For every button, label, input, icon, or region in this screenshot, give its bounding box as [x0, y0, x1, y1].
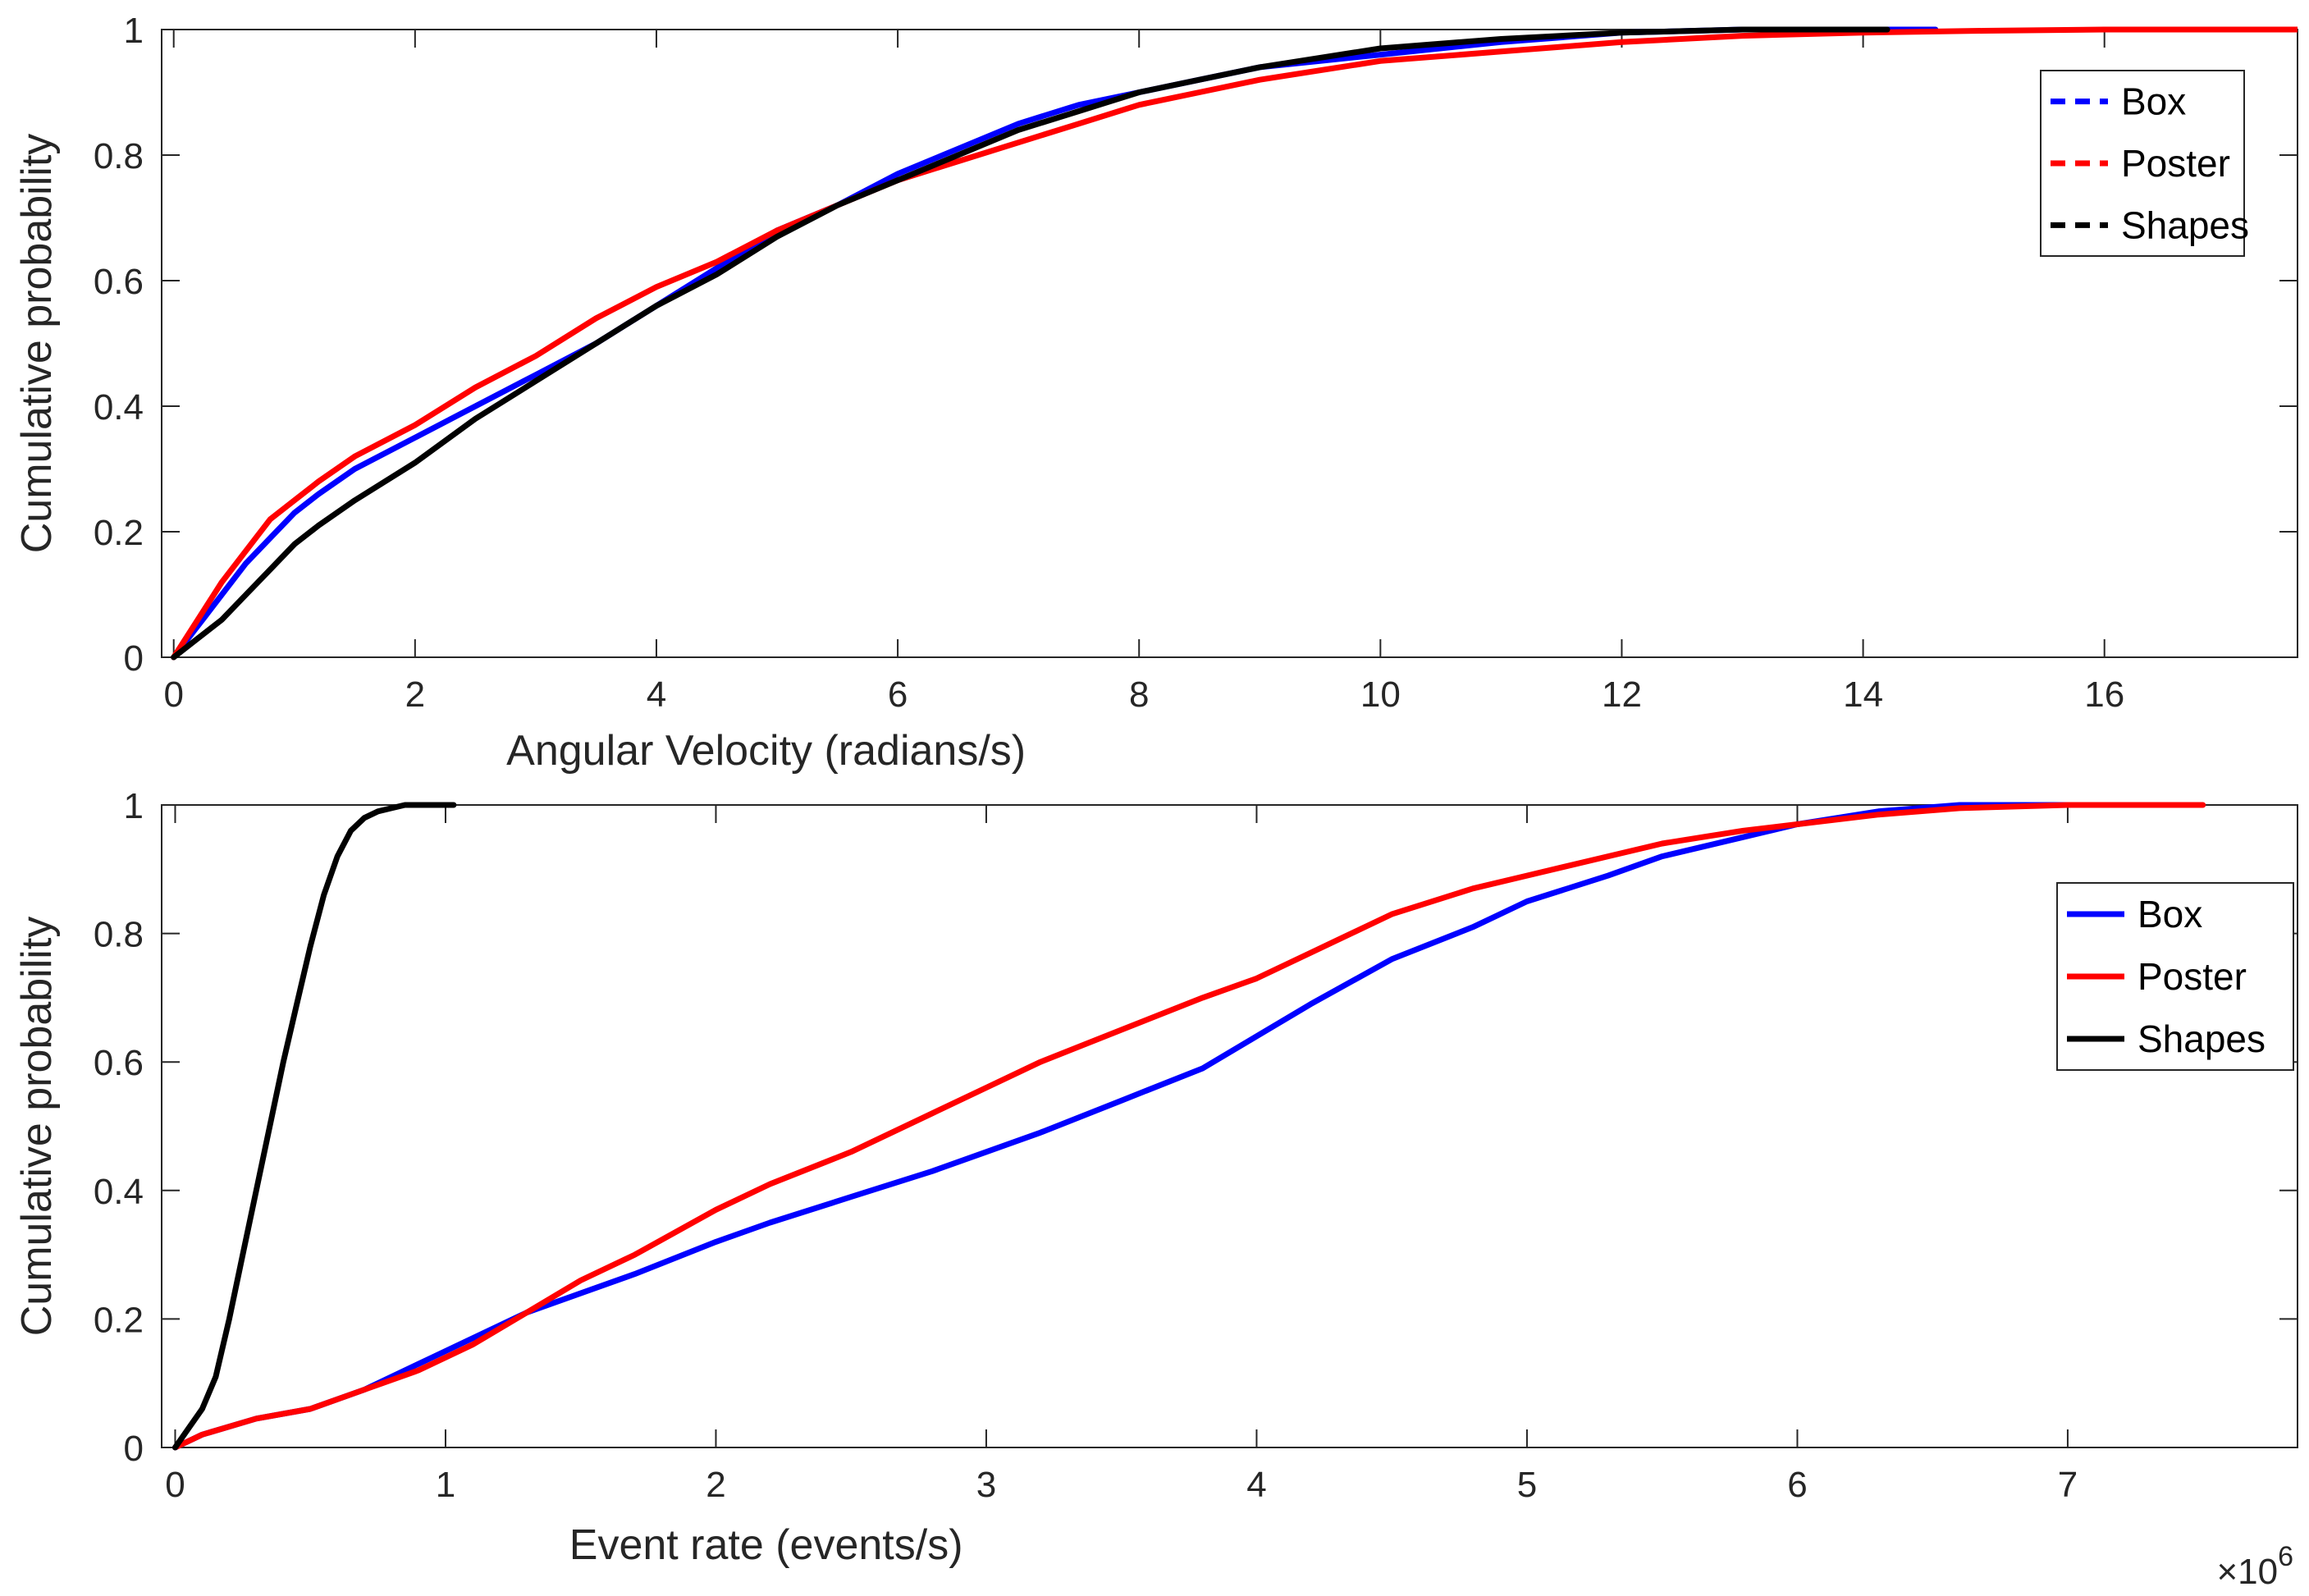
x-tick-label: 0 [163, 675, 183, 715]
x-tick-label: 10 [1360, 675, 1401, 715]
y-tick-label: 0.4 [94, 1172, 144, 1212]
legend-label-shapes: Shapes [2121, 204, 2249, 246]
y-axis-label: Cumulative probability [13, 917, 61, 1337]
y-tick-label: 0.2 [94, 513, 144, 553]
x-tick-label: 4 [1246, 1465, 1266, 1505]
x-axis-label: Angular Velocity (radians/s) [506, 727, 1026, 775]
plot-area-frame [161, 29, 2298, 658]
x-tick-label: 4 [647, 675, 666, 715]
x-axis-exponent-power: 6 [2278, 1541, 2293, 1572]
legend-box [2040, 70, 2245, 257]
y-tick-label: 0.8 [94, 915, 144, 955]
x-tick-label: 6 [888, 675, 908, 715]
series-line-poster [172, 802, 2206, 1451]
y-tick-label: 0 [124, 638, 144, 679]
y-axis-label: Cumulative probability [13, 134, 61, 554]
x-tick-label: 8 [1129, 675, 1149, 715]
legend-label-box: Box [2138, 893, 2202, 935]
x-axis-exponent-base: ×10 [2216, 1552, 2278, 1592]
y-tick-label: 0.2 [94, 1300, 144, 1340]
legend-label-poster: Poster [2121, 142, 2230, 185]
x-tick-label: 12 [1602, 675, 1642, 715]
x-tick-label: 2 [706, 1465, 725, 1505]
series-line-shapes [171, 26, 1891, 661]
y-tick-label: 0.6 [94, 1043, 144, 1083]
x-tick-label: 1 [436, 1465, 455, 1505]
x-tick-label: 6 [1787, 1465, 1807, 1505]
legend: Box Poster Shapes [2040, 70, 2249, 257]
y-tick-label: 1 [124, 786, 144, 826]
y-tick-label: 0.4 [94, 387, 144, 428]
y-tick-label: 0.8 [94, 136, 144, 176]
plot-area-frame [161, 804, 2298, 1448]
y-tick-label: 0 [124, 1429, 144, 1469]
legend: Box Poster Shapes [2056, 882, 2294, 1071]
x-axis-exponent: ×106 [2216, 1541, 2293, 1592]
series-line-box [172, 802, 2071, 1451]
x-tick-label: 14 [1843, 675, 1883, 715]
x-tick-label: 2 [405, 675, 425, 715]
x-tick-label: 16 [2084, 675, 2124, 715]
x-tick-label: 3 [976, 1465, 996, 1505]
legend-label-shapes: Shapes [2138, 1018, 2266, 1060]
top-chart-angular-velocity: 0 2 4 6 8 10 12 14 16 0 0.2 0.4 0.6 0.8 1 Angular Veloc… [13, 11, 2298, 775]
legend-label-box: Box [2121, 80, 2186, 123]
x-tick-label: 0 [165, 1465, 185, 1505]
bottom-chart-event-rate: 0 1 2 3 4 5 6 7 0 0.2 0.4 0.6 0.8 1 Event rate (events… [13, 786, 2298, 1592]
legend-label-poster: Poster [2138, 955, 2247, 998]
x-tick-label: 5 [1517, 1465, 1537, 1505]
y-tick-label: 0.6 [94, 262, 144, 302]
x-axis-label: Event rate (events/s) [569, 1521, 963, 1569]
y-tick-label: 1 [124, 11, 144, 51]
series-line-shapes [172, 802, 457, 1451]
x-tick-label: 7 [2058, 1465, 2078, 1505]
